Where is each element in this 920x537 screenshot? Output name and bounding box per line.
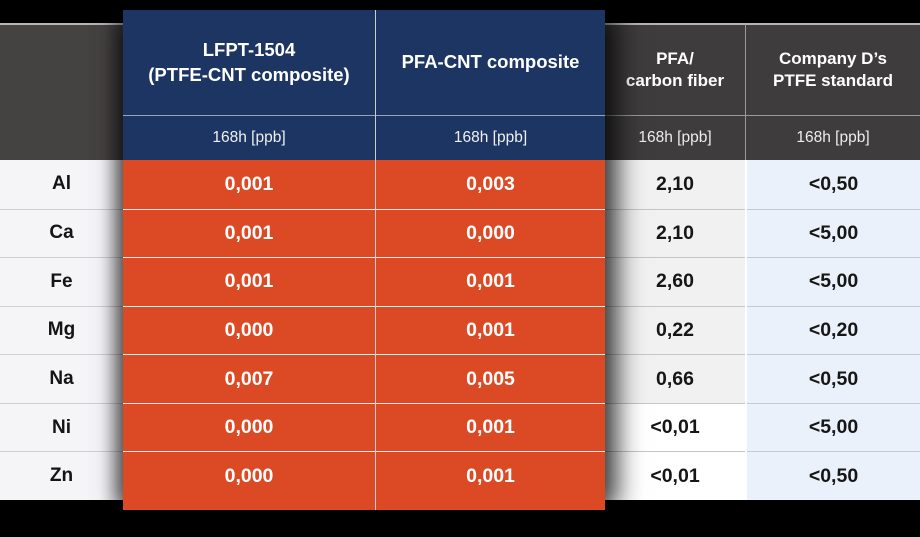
value-cell: 0,000 — [376, 208, 605, 258]
value-cell: <0,20 — [747, 305, 920, 355]
row-label-zn: Zn — [0, 451, 123, 500]
element-label-column: Al Ca Fe Mg Na Ni Zn — [0, 160, 123, 500]
value-cell: <0,50 — [747, 451, 920, 500]
unit-label: 168h [ppb] — [453, 129, 528, 146]
value-cell: <5,00 — [747, 257, 920, 306]
column-title-line2: carbon fiber — [625, 71, 725, 90]
column-title-line1: LFPT-1504 — [202, 38, 296, 60]
column-title-line1: PFA-CNT composite — [401, 51, 580, 73]
highlighted-columns-panel: LFPT-1504 (PTFE-CNT composite) 168h [ppb… — [123, 10, 605, 510]
value-cell: 0,000 — [123, 451, 375, 500]
column-bottom-extension — [376, 500, 605, 510]
value-cell: 0,001 — [224, 172, 274, 195]
row-label-na: Na — [0, 354, 123, 403]
value-cell: 0,007 — [123, 354, 375, 403]
value-cell: 0,001 — [376, 451, 605, 500]
value-cell: 0,001 — [123, 257, 375, 306]
value-cell: 0,22 — [605, 305, 745, 355]
column-title-line2: PTFE standard — [773, 71, 893, 90]
value-cell: 2,10 — [605, 208, 745, 258]
value-cell: 2,60 — [605, 257, 745, 306]
value-cell: 0,001 — [123, 208, 375, 258]
value-column-lfpt-1504: 0,001 0,001 0,001 0,000 0,007 0,000 0,00… — [123, 160, 375, 510]
unit-subheader-company-d-ptfe: 168h [ppb] — [745, 115, 920, 160]
column-bottom-extension — [123, 500, 375, 510]
value-cell: <5,00 — [747, 208, 920, 258]
highlighted-column-pfa-cnt: PFA-CNT composite 168h [ppb] 0,003 0,000… — [375, 10, 605, 510]
value-column-company-d-ptfe: <0,50 <5,00 <5,00 <0,20 <0,50 <5,00 <0,5… — [745, 160, 920, 500]
value-cell: <5,00 — [747, 402, 920, 452]
highlighted-column-lfpt-1504: LFPT-1504 (PTFE-CNT composite) 168h [ppb… — [123, 10, 375, 510]
value-cell: 0,001 — [376, 402, 605, 452]
row-label-ni: Ni — [0, 402, 123, 452]
unit-subheader-pfa-carbon-fiber: 168h [ppb] — [605, 115, 745, 160]
column-header-lfpt-1504: LFPT-1504 (PTFE-CNT composite) — [123, 10, 375, 115]
value-cell: 0,005 — [376, 354, 605, 403]
value-cell: 0,003 — [466, 172, 515, 195]
unit-subheader-lfpt-1504: 168h [ppb] — [123, 115, 375, 160]
column-header-pfa-cnt: PFA-CNT composite — [376, 10, 605, 115]
value-cell: 2,10 — [605, 160, 745, 209]
unit-subheader-pfa-cnt: 168h [ppb] — [376, 115, 605, 160]
value-cell: <0,50 — [808, 172, 859, 195]
column-header-pfa-carbon-fiber: PFA/ carbon fiber — [605, 23, 745, 115]
row-label-ca: Ca — [0, 208, 123, 258]
value-column-pfa-carbon-fiber: 2,10 2,10 2,60 0,22 0,66 <0,01 <0,01 — [605, 160, 745, 500]
value-cell: 0,001 — [376, 257, 605, 306]
unit-label: 168h [ppb] — [638, 129, 712, 146]
value-cell: 0,000 — [123, 402, 375, 452]
value-column-pfa-cnt: 0,003 0,000 0,001 0,001 0,005 0,001 0,00… — [376, 160, 605, 510]
column-title-line1: Company D’s — [778, 48, 887, 68]
value-cell: <0,50 — [747, 354, 920, 403]
value-cell: 0,000 — [123, 305, 375, 355]
column-header-company-d-ptfe: Company D’s PTFE standard — [745, 23, 920, 115]
unit-label: 168h [ppb] — [212, 129, 286, 146]
row-label-mg: Mg — [0, 305, 123, 355]
row-label-fe: Fe — [0, 257, 123, 306]
unit-label: 168h [ppb] — [796, 129, 870, 146]
column-title-line1: PFA/ — [656, 48, 694, 68]
value-cell: 0,001 — [376, 305, 605, 355]
row-label-al: Al — [52, 173, 71, 195]
value-cell: <0,01 — [605, 451, 745, 500]
column-title-line2: (PTFE-CNT composite) — [148, 63, 350, 85]
value-cell: 0,66 — [605, 354, 745, 403]
value-cell: <0,01 — [605, 402, 745, 452]
corner-header-cell — [0, 23, 123, 160]
